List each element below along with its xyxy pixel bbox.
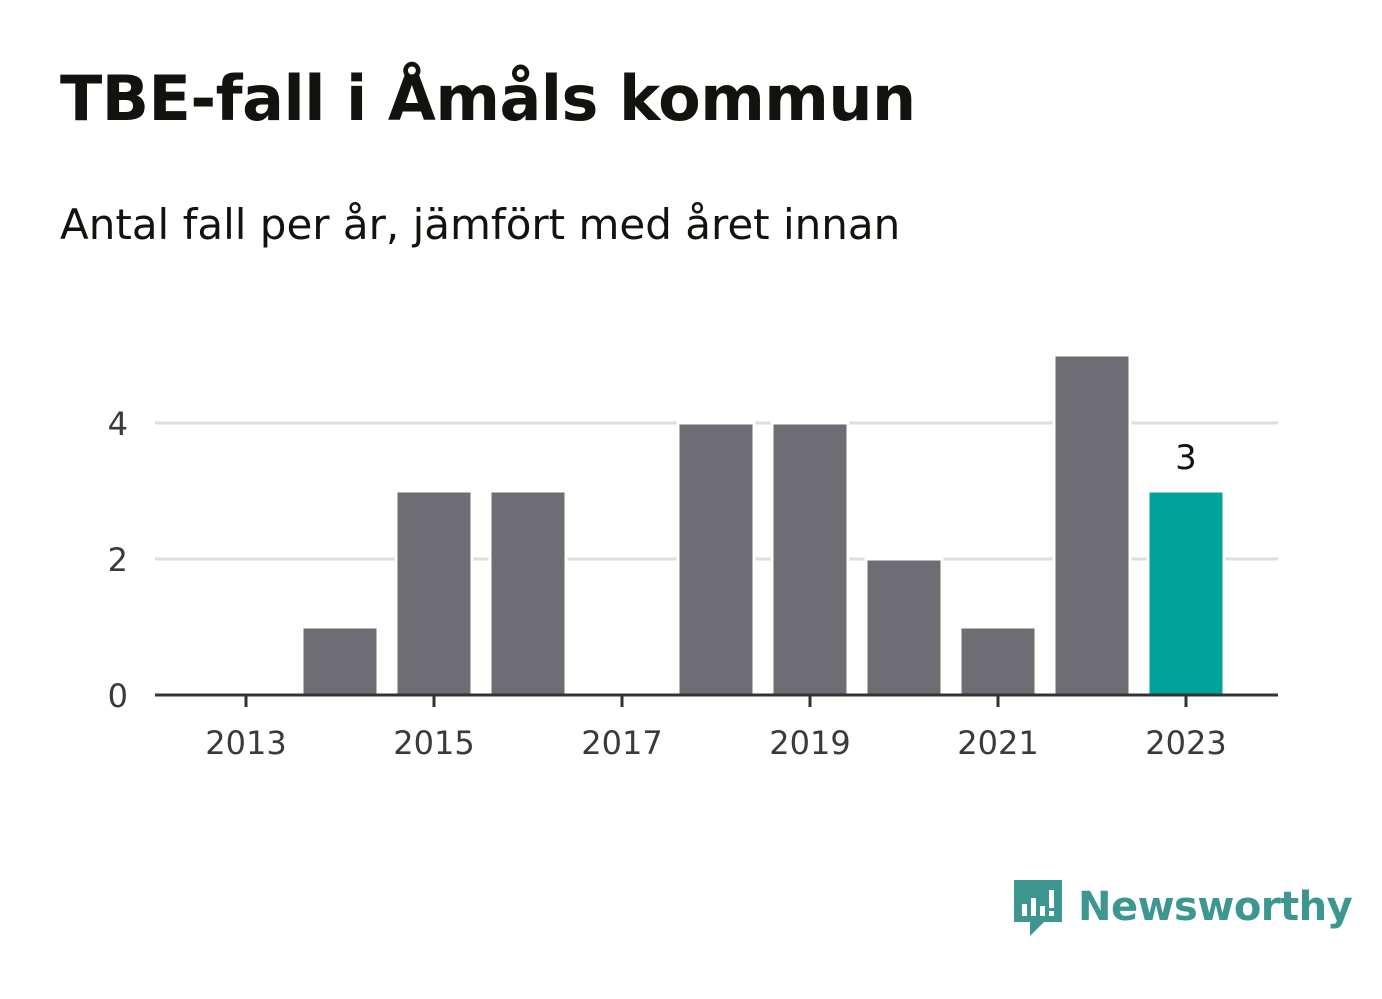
brand-name: Newsworthy [1078, 884, 1353, 930]
chart-subtitle: Antal fall per år, jämfört med året inna… [60, 200, 901, 249]
brand: Newsworthy [1010, 876, 1353, 938]
bar-2019 [770, 421, 850, 697]
bar-2022 [1052, 353, 1132, 697]
x-tick-label: 2019 [769, 724, 850, 762]
bars [300, 353, 1226, 697]
y-tick-label: 4 [108, 405, 128, 443]
x-tick-label: 2017 [581, 724, 662, 762]
labels: 0 2 4 3 2013 2015 2017 2019 2021 2023 [108, 405, 1227, 762]
bar-2015 [394, 489, 474, 697]
y-tick-label: 2 [108, 541, 128, 579]
x-tick-label: 2013 [205, 724, 286, 762]
x-tick-label: 2021 [957, 724, 1038, 762]
newsworthy-logo-icon [1014, 880, 1062, 936]
x-tick-label: 2015 [393, 724, 474, 762]
bar-2020 [864, 557, 944, 697]
bar-2014 [300, 625, 380, 697]
x-tick-label: 2023 [1145, 724, 1226, 762]
y-tick-label: 0 [108, 677, 128, 715]
axes [155, 693, 1278, 707]
bar-2018 [676, 421, 756, 697]
bar-2023 [1146, 489, 1226, 697]
chart-title: TBE-fall i Åmåls kommun [60, 62, 916, 135]
highlight-value-label: 3 [1175, 438, 1197, 478]
bar-2016 [488, 489, 568, 697]
bar-2021 [958, 625, 1038, 697]
